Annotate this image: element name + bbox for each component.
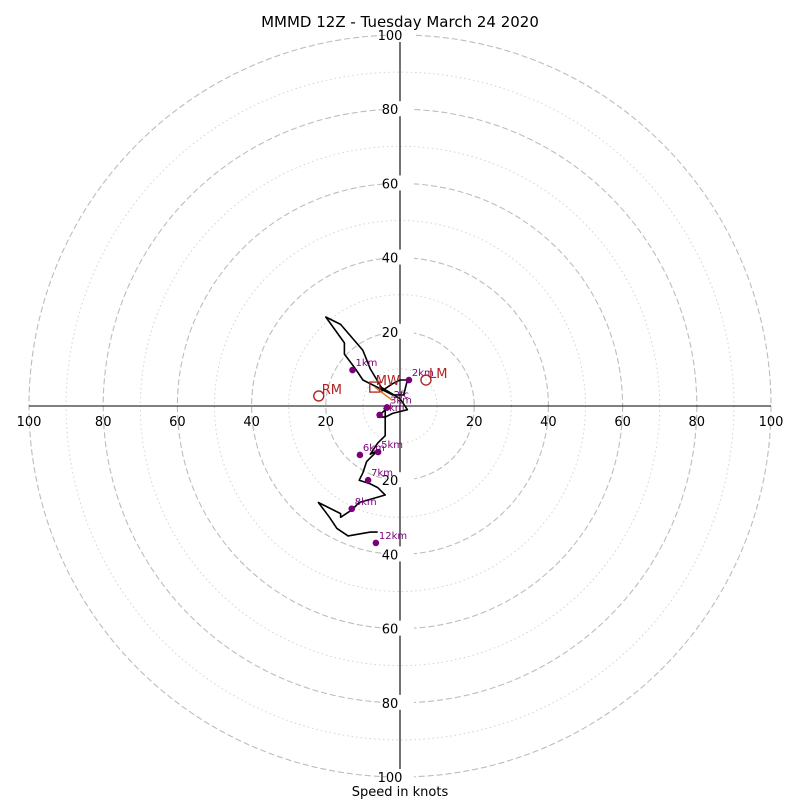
x-tick-labels: 100 80 60 40 20 20 40 60 80 100 bbox=[17, 415, 784, 430]
y-tick-label-bg bbox=[386, 472, 414, 488]
y-tick-label: 60 bbox=[382, 623, 399, 638]
height-marker-label: 3km bbox=[390, 395, 412, 406]
height-marker-label: 5km bbox=[381, 440, 403, 451]
y-tick-label: 40 bbox=[382, 548, 399, 563]
height-marker-label: 6km bbox=[363, 443, 385, 454]
y-tick-label-bg bbox=[386, 101, 414, 117]
y-tick-label-bg bbox=[386, 694, 414, 710]
y-tick-label-bg bbox=[386, 769, 414, 784]
y-tick-label-bg bbox=[386, 620, 414, 636]
storm-motion-label: LM bbox=[429, 367, 447, 382]
height-marker bbox=[364, 476, 372, 484]
height-marker bbox=[405, 376, 413, 384]
x-tick-label: 100 bbox=[17, 415, 42, 430]
storm-motions: RM LM bbox=[313, 367, 447, 402]
y-tick-label-bg bbox=[386, 249, 414, 265]
height-marker bbox=[356, 451, 364, 459]
height-marker bbox=[374, 448, 382, 456]
y-tick-label: 40 bbox=[382, 252, 399, 267]
storm-motion-marker bbox=[420, 374, 432, 386]
y-tick-label: 80 bbox=[382, 103, 399, 118]
height-marker bbox=[349, 366, 356, 374]
y-tick-label-bg bbox=[386, 546, 414, 562]
y-tick-labels: 100 80 60 40 20 20 40 60 80 100 bbox=[378, 27, 414, 786]
height-marker-label: 1km bbox=[356, 358, 378, 369]
y-tick-label: 20 bbox=[382, 326, 399, 341]
storm-motion-label: RM bbox=[322, 383, 342, 398]
height-marker bbox=[372, 539, 380, 547]
y-tick-label-bg bbox=[386, 27, 414, 42]
height-marker bbox=[376, 411, 383, 419]
x-tick-label: 40 bbox=[243, 415, 260, 430]
y-tick-label: 80 bbox=[382, 697, 399, 712]
height-marker bbox=[383, 404, 391, 411]
x-tick-label: 80 bbox=[95, 415, 112, 430]
y-tick-label-bg bbox=[386, 323, 414, 339]
height-marker-label: 12km bbox=[379, 531, 407, 542]
x-tick-label: 20 bbox=[318, 415, 335, 430]
x-tick-label: 100 bbox=[759, 415, 784, 430]
x-tick-label: 20 bbox=[466, 415, 483, 430]
height-marker-label: 8km bbox=[355, 497, 377, 508]
mean-wind-marker bbox=[369, 381, 381, 393]
chart-title: MMMD 12Z - Tuesday March 24 2020 bbox=[261, 13, 539, 31]
axes bbox=[29, 35, 771, 777]
x-tick-label: 80 bbox=[689, 415, 706, 430]
mean-wind-label: MW bbox=[376, 374, 400, 389]
height-marker-label: 2km bbox=[412, 368, 434, 379]
y-tick-label: 100 bbox=[378, 771, 403, 786]
y-tick-label-bg bbox=[386, 175, 414, 191]
height-marker-label: 7km bbox=[371, 468, 393, 479]
height-marker bbox=[348, 505, 356, 513]
shear-vector bbox=[374, 386, 394, 402]
x-axis-label: Speed in knots bbox=[352, 785, 449, 800]
x-tick-label: 40 bbox=[540, 415, 557, 430]
height-marker-label: 4km bbox=[383, 403, 405, 414]
y-tick-label: 100 bbox=[378, 29, 403, 44]
storm-motion-marker bbox=[313, 390, 325, 402]
x-tick-label: 60 bbox=[169, 415, 186, 430]
x-tick-label: 60 bbox=[614, 415, 631, 430]
y-tick-label: 20 bbox=[382, 474, 399, 489]
y-tick-label: 60 bbox=[382, 177, 399, 192]
shear-marker-label: 2fc bbox=[394, 390, 409, 401]
